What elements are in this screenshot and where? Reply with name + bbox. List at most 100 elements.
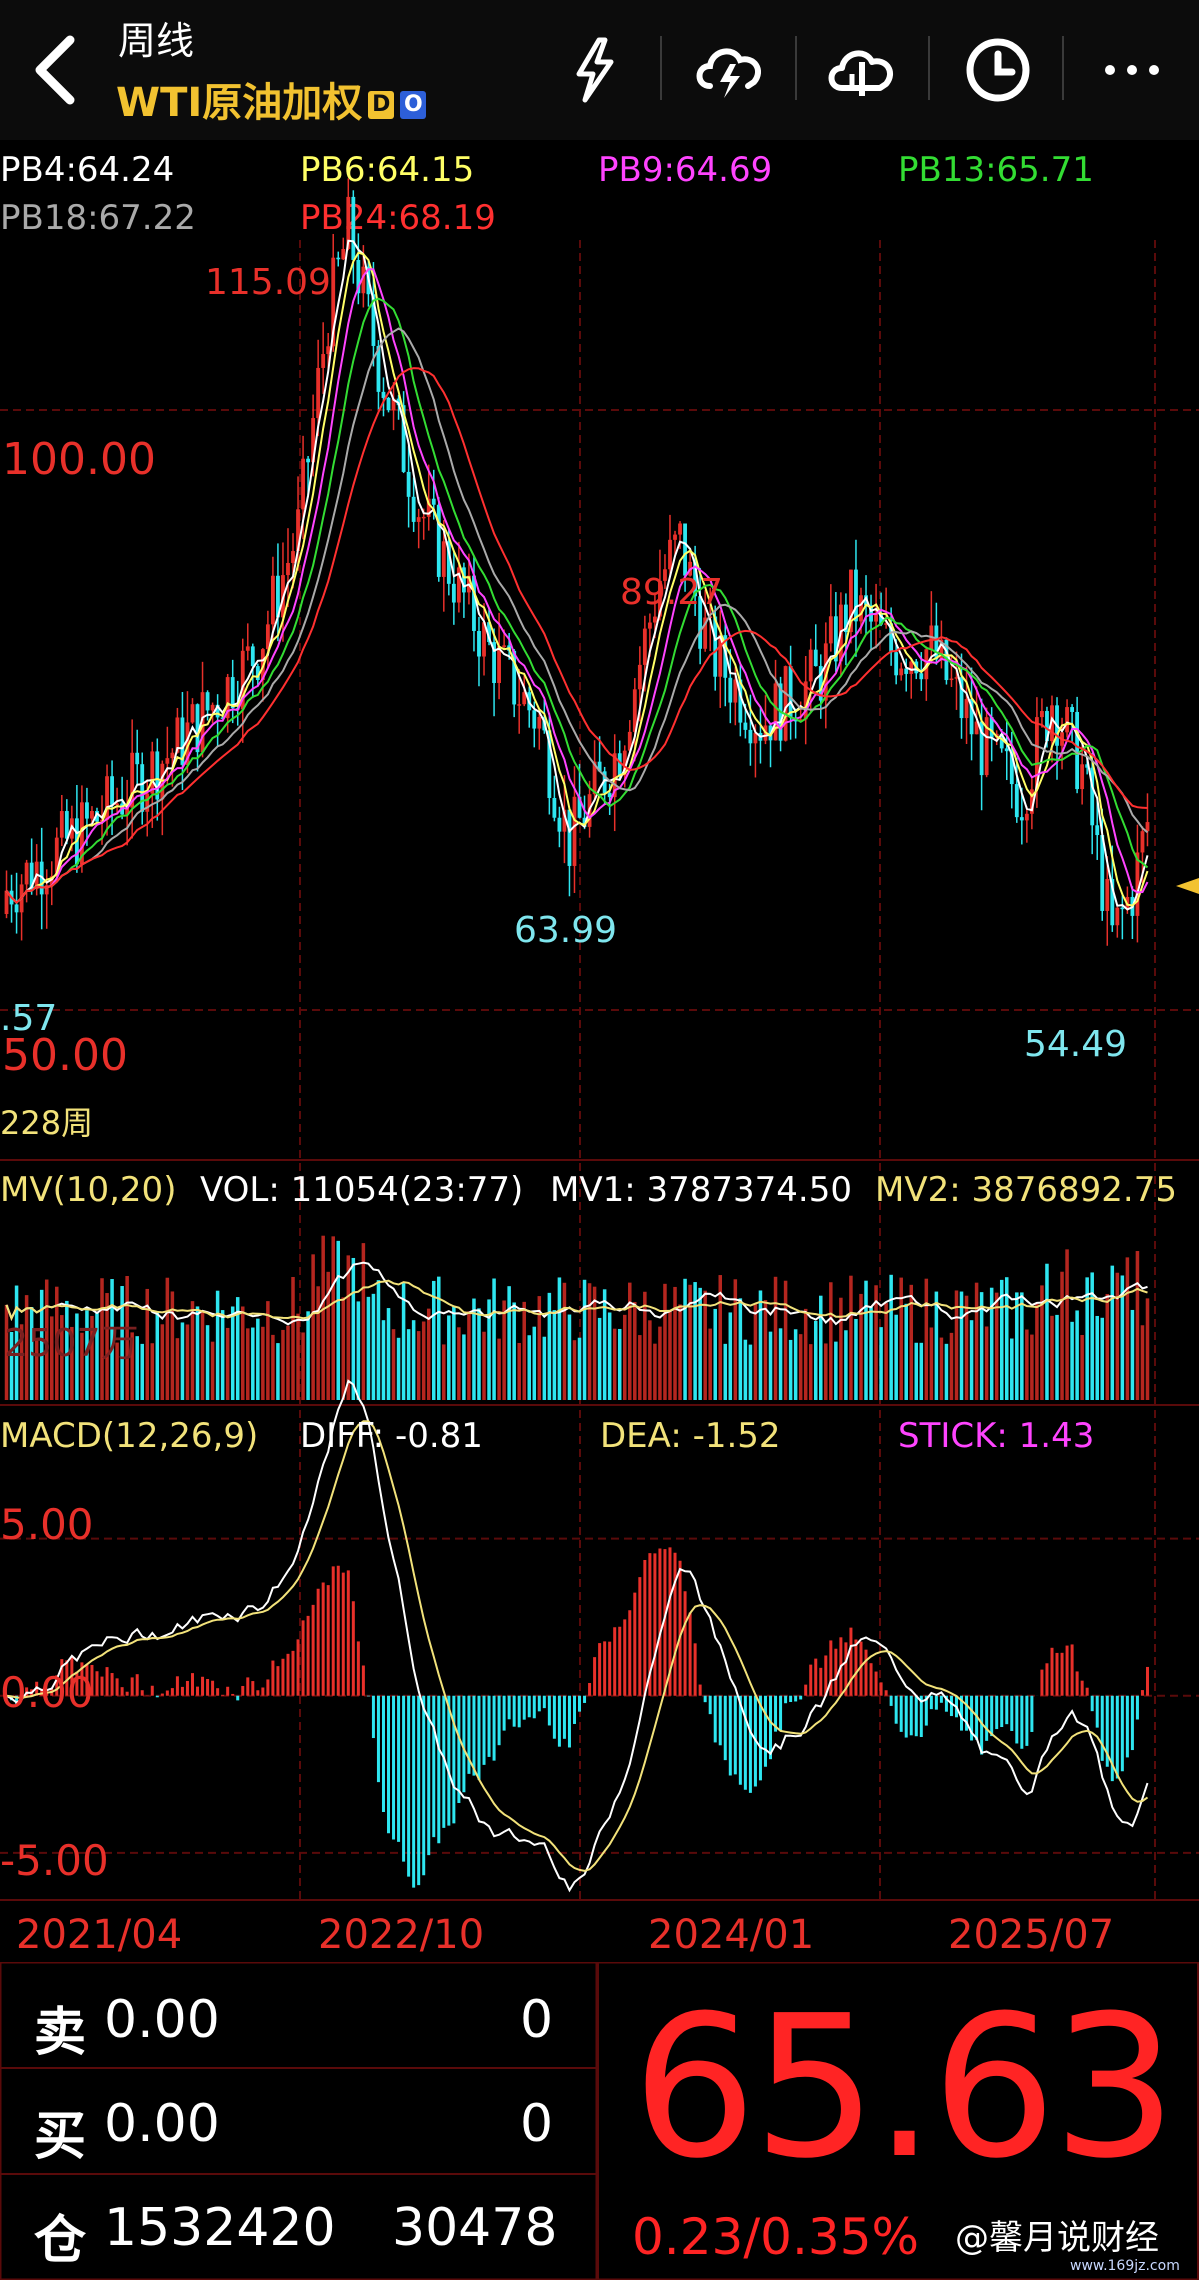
volume-bar (371, 1293, 376, 1400)
candle-body (381, 391, 386, 398)
candle-body (1100, 835, 1105, 911)
candle-body (733, 679, 738, 703)
candle-body (436, 504, 441, 577)
volume-bar (396, 1337, 401, 1400)
last-price: 65.63 (632, 1974, 1177, 2202)
axis-label-50: 50.00 (2, 1030, 128, 1081)
candle-body (934, 625, 939, 660)
volume-bar (989, 1287, 994, 1400)
volume-bar (683, 1278, 687, 1400)
volume-bar (819, 1295, 823, 1400)
candle-body (557, 817, 562, 832)
volume-bar (507, 1286, 511, 1400)
candle-body (24, 862, 29, 885)
volume-bar (150, 1343, 155, 1400)
candle-body (833, 616, 838, 662)
candle-body (1080, 764, 1085, 790)
candle-body (723, 635, 728, 678)
volume-bar (321, 1235, 325, 1400)
volume-bar (708, 1328, 712, 1400)
candle-body (693, 561, 698, 597)
volume-bar (658, 1326, 662, 1400)
cloud-lightning-icon[interactable] (690, 34, 770, 106)
volume-bar (668, 1311, 672, 1400)
candle-body (899, 668, 904, 676)
volume-bar (316, 1286, 320, 1400)
volume-bar (361, 1243, 366, 1400)
candle-body (773, 683, 778, 741)
more-icon[interactable] (1092, 34, 1172, 106)
candle-body (969, 699, 974, 735)
volume-bar (713, 1308, 717, 1400)
candle-body (1065, 707, 1069, 733)
candle-body (939, 639, 944, 660)
volume-bar (824, 1343, 828, 1400)
macd-dea: DEA: -1.52 (600, 1416, 781, 1456)
candle-body (1004, 748, 1009, 752)
volume-bar (999, 1279, 1004, 1400)
volume-bar (894, 1314, 898, 1400)
candle-body (346, 196, 351, 250)
lightning-icon[interactable] (555, 34, 635, 106)
volume-bar (326, 1271, 330, 1400)
volume-bar (170, 1291, 175, 1400)
volume-bars (4, 1235, 1150, 1400)
candle-body (477, 630, 481, 657)
volume-bar (693, 1282, 697, 1400)
volume-bar (592, 1286, 597, 1400)
candle-body (195, 704, 200, 753)
volume-bar (703, 1290, 707, 1400)
tag-d-badge: D (368, 91, 395, 119)
volume-bar (462, 1334, 466, 1400)
candle-body (446, 541, 451, 584)
volume-bar (80, 1332, 84, 1400)
candle-body (456, 567, 461, 603)
volume-bar (447, 1315, 451, 1400)
kline-chart[interactable] (0, 0, 1199, 1960)
candle-body (135, 752, 140, 765)
candle-body (150, 751, 155, 794)
macd-diff-line (5, 1379, 1149, 1893)
volume-bar (381, 1320, 386, 1400)
volume-bar (1015, 1292, 1019, 1400)
candle-body (215, 704, 220, 718)
candle-body (90, 810, 94, 819)
volume-bar (844, 1330, 848, 1400)
header-divider (928, 36, 930, 100)
candle-body (803, 681, 808, 720)
volume-bar (301, 1332, 305, 1400)
candle-body (788, 666, 793, 718)
volume-bar (306, 1311, 310, 1400)
instrument-title[interactable]: WTI原油加权 D O (116, 70, 427, 128)
volume-bar (24, 1295, 29, 1400)
volume-bar (311, 1254, 315, 1400)
candle-body (798, 719, 803, 722)
buy-qty: 0 (520, 2094, 554, 2154)
volume-bar (793, 1329, 798, 1400)
candle-body (597, 761, 602, 772)
candle-body (461, 567, 466, 593)
candle-body (175, 717, 180, 753)
period-count: 228周 (0, 1104, 94, 1142)
candle-body (683, 523, 687, 576)
volume-bar (85, 1310, 89, 1400)
volume-bar (356, 1301, 361, 1400)
volume-bar (1025, 1329, 1029, 1400)
volume-bar (331, 1236, 335, 1400)
candle-body (276, 575, 280, 618)
volume-bar (628, 1282, 632, 1400)
candle-body (612, 753, 617, 798)
macd-dea-line (6, 1420, 1149, 1872)
candle-body (59, 811, 64, 838)
candle-body (1029, 789, 1034, 814)
volume-bar (230, 1306, 235, 1400)
volume-bar (1040, 1285, 1044, 1400)
open-interest-change: 30478 (392, 2198, 558, 2258)
candle-body (416, 517, 421, 522)
ma-line-pb24 (5, 367, 1148, 904)
ma-legend-pb4: PB4:64.24 (0, 150, 175, 190)
cloud-split-icon[interactable] (822, 34, 902, 106)
clock-icon[interactable] (958, 34, 1038, 106)
candle-body (1024, 813, 1029, 821)
back-arrow-icon[interactable] (22, 30, 92, 110)
